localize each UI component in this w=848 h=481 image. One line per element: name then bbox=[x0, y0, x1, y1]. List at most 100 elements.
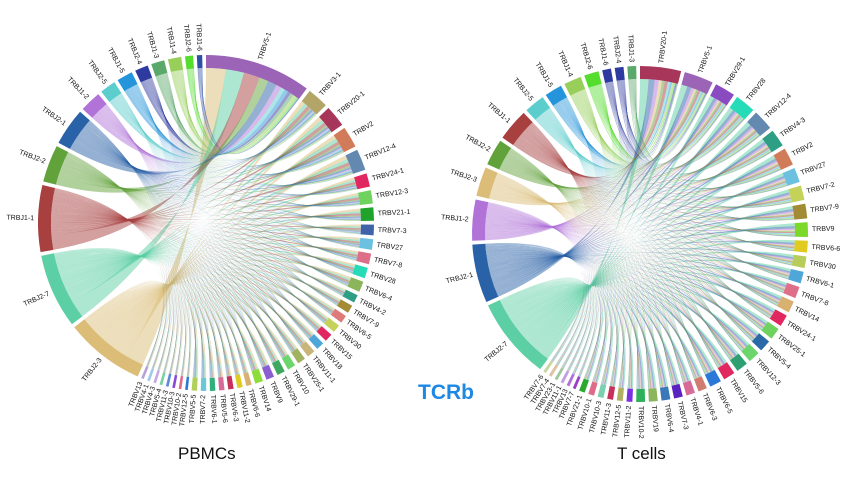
segment-arc[interactable] bbox=[251, 368, 263, 384]
segment-arc[interactable] bbox=[43, 146, 69, 185]
segment-arc[interactable] bbox=[788, 268, 804, 284]
segment-arc[interactable] bbox=[360, 207, 374, 221]
segment-arc[interactable] bbox=[614, 66, 625, 81]
segment-trbj1-6[interactable]: TRBJ1-6 bbox=[194, 23, 203, 69]
segment-arc[interactable] bbox=[545, 85, 568, 106]
segment-arc[interactable] bbox=[330, 308, 346, 323]
segment-arc[interactable] bbox=[337, 299, 353, 313]
segment-arc[interactable] bbox=[502, 112, 533, 146]
segment-arc[interactable] bbox=[476, 167, 498, 199]
segment-trbv7-2[interactable]: TRBV7-2 bbox=[200, 377, 207, 424]
segment-trbj1-3[interactable]: TRBJ1-3 bbox=[626, 34, 637, 80]
segment-arc[interactable] bbox=[347, 277, 364, 292]
segment-trbv12-5[interactable]: TRBV12-5 bbox=[179, 376, 190, 427]
segment-trbv29-1[interactable]: TRBV29-1 bbox=[710, 56, 747, 106]
segment-arc[interactable] bbox=[487, 299, 548, 370]
segment-arc[interactable] bbox=[747, 112, 771, 137]
segment-arc[interactable] bbox=[648, 388, 658, 402]
segment-arc[interactable] bbox=[472, 243, 499, 303]
segment-arc[interactable] bbox=[74, 319, 143, 377]
segment-arc[interactable] bbox=[579, 378, 589, 393]
segment-arc[interactable] bbox=[572, 376, 581, 390]
segment-arc[interactable] bbox=[345, 149, 366, 174]
segment-arc[interactable] bbox=[602, 68, 614, 83]
segment-arc[interactable] bbox=[191, 377, 198, 391]
segment-arc[interactable] bbox=[694, 376, 707, 392]
segment-arc[interactable] bbox=[172, 374, 178, 389]
segment-arc[interactable] bbox=[671, 383, 683, 399]
segment-arc[interactable] bbox=[682, 380, 695, 396]
segment-arc[interactable] bbox=[584, 71, 602, 88]
segment-trbj1-5[interactable]: TRBJ1-5 bbox=[534, 61, 568, 106]
segment-arc[interactable] bbox=[301, 90, 326, 115]
segment-arc[interactable] bbox=[741, 343, 759, 362]
segment-trbv10-2[interactable]: TRBV10-2 bbox=[636, 388, 646, 439]
segment-arc[interactable] bbox=[196, 55, 203, 69]
segment-trbv7-9[interactable]: TRBV7-9 bbox=[792, 203, 840, 220]
segment-arc[interactable] bbox=[300, 341, 315, 357]
segment-arc[interactable] bbox=[729, 353, 747, 371]
segment-arc[interactable] bbox=[607, 386, 616, 400]
segment-arc[interactable] bbox=[358, 190, 373, 206]
segment-trbj2-4[interactable]: TRBJ2-4 bbox=[611, 36, 625, 81]
segment-arc[interactable] bbox=[352, 264, 368, 279]
segment-trbv6-6[interactable]: TRBV6-6 bbox=[794, 240, 841, 253]
segment-arc[interactable] bbox=[226, 375, 234, 390]
segment-arc[interactable] bbox=[209, 377, 216, 391]
segment-arc[interactable] bbox=[101, 82, 122, 102]
segment-arc[interactable] bbox=[782, 167, 800, 186]
segment-arc[interactable] bbox=[788, 185, 805, 203]
segment-trbv20-1[interactable]: TRBV20-1 bbox=[640, 30, 682, 84]
segment-arc[interactable] bbox=[564, 76, 586, 96]
segment-arc[interactable] bbox=[792, 203, 808, 220]
segment-arc[interactable] bbox=[710, 84, 734, 106]
segment-arc[interactable] bbox=[218, 377, 225, 391]
segment-arc[interactable] bbox=[566, 373, 575, 387]
segment-trbv11-2[interactable]: TRBV11-2 bbox=[624, 388, 633, 438]
segment-arc[interactable] bbox=[323, 317, 339, 332]
segment-arc[interactable] bbox=[769, 309, 787, 326]
segment-trbj1-4[interactable]: TRBJ1-4 bbox=[165, 26, 184, 73]
segment-arc[interactable] bbox=[597, 383, 607, 398]
segment-arc[interactable] bbox=[342, 289, 358, 303]
segment-arc[interactable] bbox=[37, 185, 56, 253]
segment-arc[interactable] bbox=[627, 66, 637, 80]
segment-arc[interactable] bbox=[319, 108, 343, 133]
segment-arc[interactable] bbox=[616, 387, 624, 402]
segment-arc[interactable] bbox=[291, 348, 305, 364]
segment-trbj1-1[interactable]: TRBJ1-1 bbox=[6, 185, 56, 253]
segment-arc[interactable] bbox=[178, 375, 184, 390]
segment-arc[interactable] bbox=[261, 364, 275, 380]
segment-trbv10-2[interactable]: TRBV10-2 bbox=[171, 375, 184, 426]
segment-arc[interactable] bbox=[184, 55, 194, 70]
segment-trbv6-4[interactable]: TRBV6-4 bbox=[659, 386, 674, 433]
segment-trbv9[interactable]: TRBV9 bbox=[794, 222, 835, 237]
segment-arc[interactable] bbox=[773, 148, 793, 170]
segment-arc[interactable] bbox=[117, 72, 138, 92]
segment-arc[interactable] bbox=[783, 282, 800, 299]
segment-arc[interactable] bbox=[360, 224, 374, 236]
segment-arc[interactable] bbox=[135, 65, 153, 83]
segment-arc[interactable] bbox=[560, 370, 570, 384]
segment-arc[interactable] bbox=[659, 386, 671, 401]
segment-arc[interactable] bbox=[167, 56, 184, 73]
segment-arc[interactable] bbox=[704, 369, 721, 387]
segment-arc[interactable] bbox=[316, 326, 332, 341]
segment-trbv27[interactable]: TRBV27 bbox=[358, 237, 403, 252]
segment-arc[interactable] bbox=[151, 60, 168, 77]
segment-arc[interactable] bbox=[200, 377, 207, 391]
segment-arc[interactable] bbox=[626, 388, 633, 402]
segment-arc[interactable] bbox=[271, 359, 285, 376]
segment-arc[interactable] bbox=[308, 334, 324, 349]
segment-arc[interactable] bbox=[794, 222, 809, 237]
segment-trbj2-6[interactable]: TRBJ2-6 bbox=[182, 24, 194, 70]
segment-trbv19[interactable]: TRBV19 bbox=[648, 388, 659, 432]
segment-trbv30[interactable]: TRBV30 bbox=[791, 254, 836, 272]
segment-arc[interactable] bbox=[185, 376, 190, 391]
segment-trbv12-3[interactable]: TRBV12-3 bbox=[358, 188, 409, 206]
segment-arc[interactable] bbox=[681, 72, 713, 95]
segment-arc[interactable] bbox=[82, 94, 107, 118]
segment-arc[interactable] bbox=[762, 130, 783, 153]
segment-arc[interactable] bbox=[147, 368, 155, 382]
segment-arc[interactable] bbox=[206, 55, 307, 99]
